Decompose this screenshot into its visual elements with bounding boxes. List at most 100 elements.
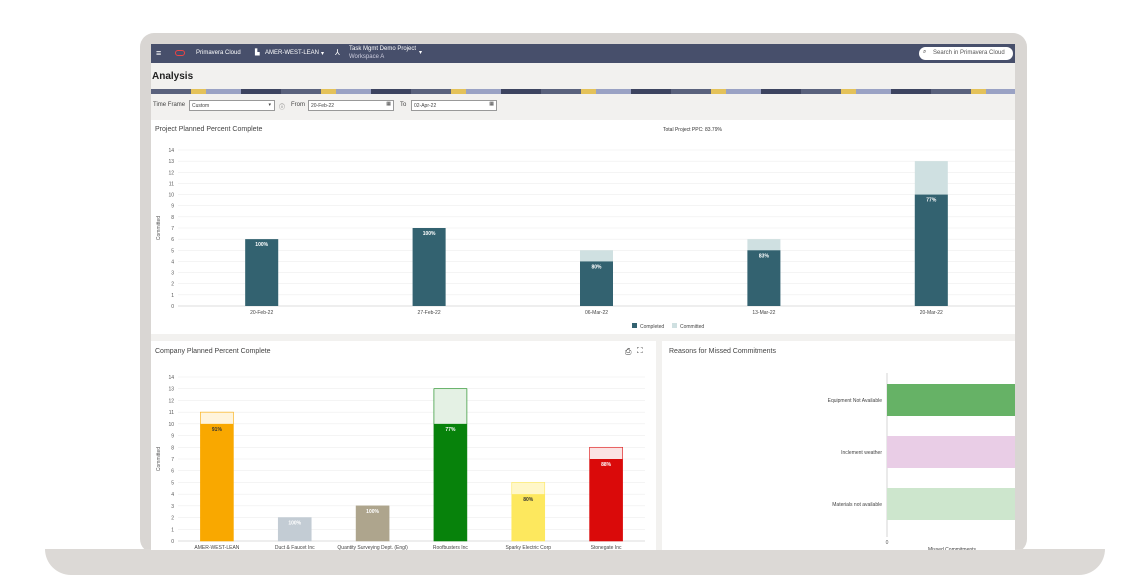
to-label: To — [400, 102, 407, 108]
y-category-label: Materials not available — [832, 502, 882, 508]
project-selector[interactable]: Task Mgmt Demo Project — [349, 46, 417, 52]
app-screen: ≡ Primavera Cloud ▙ AMER-WEST-LEAN ▾ ⅄ T… — [151, 44, 1015, 550]
data-label: 100% — [288, 521, 301, 527]
y-tick-label: 0 — [171, 304, 174, 310]
data-label: 83% — [759, 253, 770, 259]
y-axis-label: Committed — [156, 447, 162, 471]
device-base — [45, 549, 1105, 575]
page-title: Analysis — [152, 71, 194, 82]
to-date-input[interactable]: 02-Apr-22 ▦ — [411, 100, 497, 111]
oracle-logo-icon — [175, 50, 185, 56]
calendar-icon[interactable]: ▦ — [489, 101, 494, 107]
project-ppc-chart: 01234567891011121314Committed100%20-Feb-… — [156, 148, 1015, 330]
decorative-banner — [151, 89, 1015, 94]
project-workspace: Workspace A — [349, 54, 385, 60]
completed-bar — [356, 505, 390, 541]
data-label: 80% — [523, 497, 534, 503]
y-tick-label: 10 — [168, 193, 174, 199]
building-icon: ▙ — [255, 50, 260, 56]
chevron-down-icon[interactable]: ▾ — [321, 51, 325, 57]
y-tick-label: 7 — [171, 226, 174, 232]
y-tick-label: 9 — [171, 204, 174, 210]
y-tick-label: 1 — [171, 527, 174, 533]
fullscreen-icon[interactable]: ⛶ — [637, 346, 643, 355]
from-date-input[interactable]: 20-Feb-22 ▦ — [308, 100, 394, 111]
y-tick-label: 12 — [168, 170, 174, 176]
legend-swatch-committed — [672, 323, 677, 328]
y-tick-label: 13 — [168, 387, 174, 393]
completed-bar — [914, 194, 948, 306]
top-navigation-bar: ≡ Primavera Cloud ▙ AMER-WEST-LEAN ▾ ⅄ T… — [151, 44, 1015, 63]
missed-commitments-chart: 012Equipment Not Available33%Inclement w… — [828, 373, 1015, 550]
y-tick-label: 3 — [171, 504, 174, 510]
completed-bar — [747, 250, 781, 306]
missed-commitment-bar — [887, 436, 1015, 468]
print-icon[interactable]: ⎙ — [625, 347, 632, 356]
completed-bar — [245, 239, 279, 306]
y-tick-label: 7 — [171, 457, 174, 463]
x-tick-label: 20-Mar-22 — [920, 310, 943, 316]
legend-completed: Completed — [640, 324, 664, 330]
data-label: 77% — [926, 198, 937, 204]
chart-title: Project Planned Percent Complete — [155, 126, 263, 133]
y-tick-label: 14 — [168, 148, 174, 154]
completed-bar — [412, 228, 446, 306]
y-tick-label: 10 — [168, 422, 174, 428]
chart-title: Company Planned Percent Complete — [155, 348, 271, 355]
x-axis-label: Missed Commitments — [928, 547, 977, 550]
data-label: 100% — [255, 242, 268, 248]
data-label: 80% — [591, 264, 602, 270]
y-tick-label: 11 — [169, 410, 174, 416]
global-search-input[interactable]: ⌕ Search in Primavera Cloud — [919, 47, 1013, 60]
data-label: 100% — [366, 509, 379, 515]
y-tick-label: 12 — [168, 398, 174, 404]
x-tick-label: AMER-WEST-LEAN — [194, 545, 239, 550]
x-tick-label: 06-Mar-22 — [585, 310, 608, 316]
project-hierarchy-icon: ⅄ — [335, 48, 340, 57]
y-tick-label: 4 — [171, 259, 174, 265]
data-label: 77% — [445, 427, 456, 433]
missed-commitment-bar — [887, 488, 1015, 520]
hamburger-menu-icon[interactable]: ≡ — [156, 48, 162, 58]
y-category-label: Equipment Not Available — [828, 398, 883, 404]
y-category-label: Inclement weather — [841, 450, 882, 456]
x-tick-label: 27-Feb-22 — [418, 310, 441, 316]
search-icon: ⌕ — [923, 49, 927, 55]
from-label: From — [291, 102, 305, 108]
y-tick-label: 6 — [171, 469, 174, 475]
time-frame-label: Time Frame — [153, 102, 186, 108]
y-tick-label: 6 — [171, 237, 174, 243]
chevron-down-icon: ▾ — [268, 102, 271, 108]
app-name[interactable]: Primavera Cloud — [196, 50, 241, 56]
x-tick-label: 20-Feb-22 — [250, 310, 273, 316]
data-label: 88% — [601, 462, 612, 468]
y-tick-label: 13 — [168, 159, 174, 165]
x-tick-label: Roofbusters Inc — [433, 545, 469, 550]
y-tick-label: 8 — [171, 215, 174, 221]
x-tick-label: Stonegate Inc — [591, 545, 622, 550]
legend-swatch-completed — [632, 323, 637, 328]
company-ppc-chart: 01234567891011121314Committed91%AMER-WES… — [156, 375, 645, 550]
y-tick-label: 3 — [171, 271, 174, 277]
y-tick-label: 14 — [168, 375, 174, 381]
y-tick-label: 1 — [171, 293, 174, 299]
y-tick-label: 2 — [171, 516, 174, 522]
y-tick-label: 11 — [169, 181, 174, 187]
total-ppc: Total Project PPC: 83.79% — [663, 127, 722, 133]
data-label: 100% — [423, 231, 436, 237]
calendar-icon[interactable]: ▦ — [386, 101, 391, 107]
y-tick-label: 0 — [171, 539, 174, 545]
chevron-down-icon[interactable]: ▾ — [419, 50, 423, 56]
completed-bar — [511, 494, 545, 541]
time-frame-select[interactable]: Custom ▾ — [189, 100, 275, 111]
legend-committed: Committed — [680, 324, 704, 330]
help-icon[interactable]: ⓘ — [279, 105, 286, 111]
y-tick-label: 4 — [171, 492, 174, 498]
completed-bar — [200, 423, 234, 541]
workspace-selector[interactable]: AMER-WEST-LEAN — [265, 50, 320, 56]
completed-bar — [580, 261, 613, 306]
chart-title: Reasons for Missed Commitments — [669, 348, 776, 355]
project-ppc-panel: Project Planned Percent Complete Total P… — [151, 120, 1015, 334]
completed-bar — [433, 423, 467, 541]
